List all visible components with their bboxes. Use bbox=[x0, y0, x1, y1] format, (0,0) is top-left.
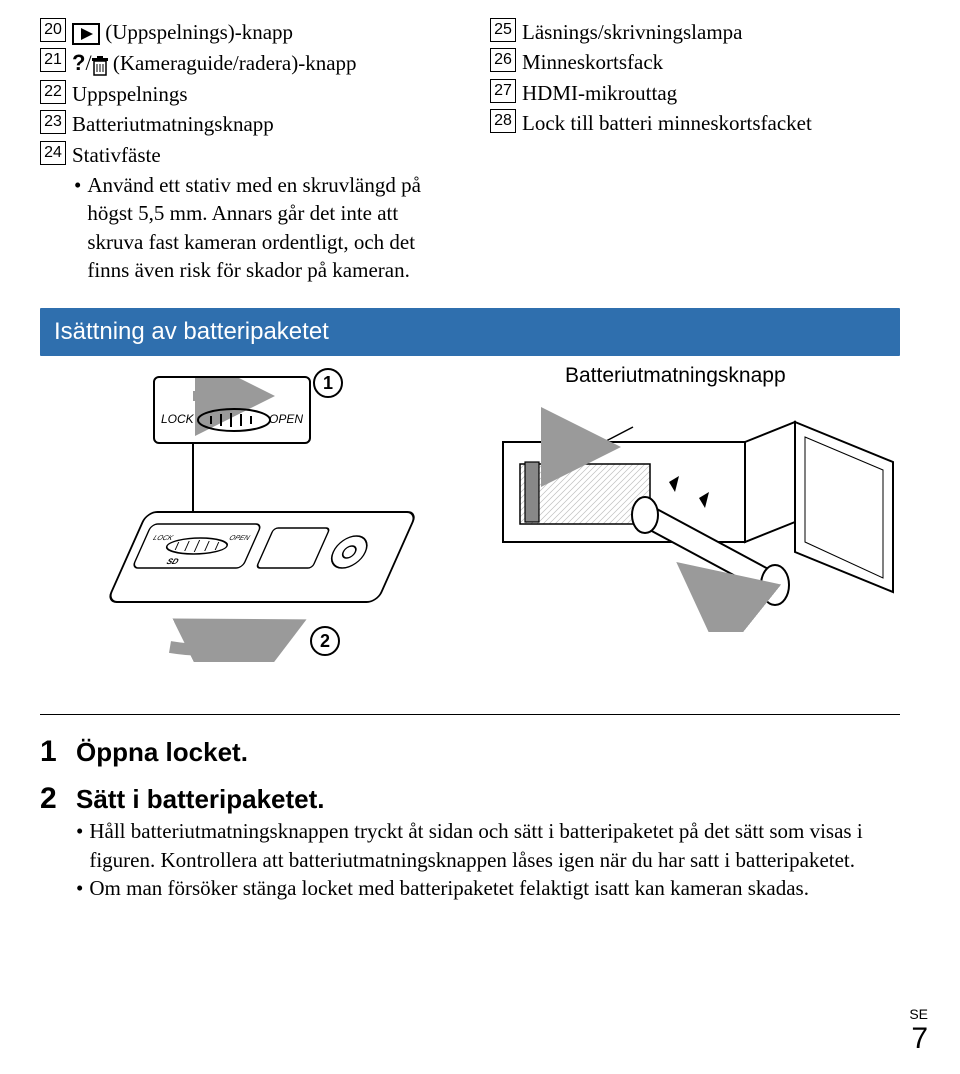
diagram-area: LOCK OPEN 1 LOCK OPEN SD 2 Batteriutmatn… bbox=[40, 364, 900, 674]
lock-open-switch-diagram: LOCK OPEN bbox=[153, 376, 311, 444]
item-number: 22 bbox=[40, 80, 66, 104]
step-heading: Sätt i batteripaketet. bbox=[76, 784, 900, 815]
bullet-dot: • bbox=[74, 171, 81, 284]
step-para: •Om man försöker stänga locket med batte… bbox=[76, 874, 900, 902]
list-item: 21 ?/ (Kameraguide/radera)-knapp bbox=[40, 48, 450, 78]
list-item: 27 HDMI-mikrouttag bbox=[490, 79, 900, 107]
item-text: Lock till batteri minneskortsfacket bbox=[522, 109, 812, 137]
camera-bottom-illustration: LOCK OPEN SD bbox=[80, 492, 440, 662]
item-number: 24 bbox=[40, 141, 66, 165]
item-text: Stativfäste bbox=[72, 141, 161, 169]
battery-insert-diagram: Batteriutmatningsknapp bbox=[495, 364, 905, 637]
section-title: Isättning av batteripaketet bbox=[40, 308, 900, 356]
item-text: Batteriutmatningsknapp bbox=[72, 110, 274, 138]
item-number: 21 bbox=[40, 48, 66, 72]
lock-label: LOCK bbox=[161, 412, 194, 426]
list-item: 24 Stativfäste bbox=[40, 141, 450, 169]
item-text: (Uppspelnings)-knapp bbox=[72, 18, 293, 46]
list-item: 26 Minneskortsfack bbox=[490, 48, 900, 76]
list-item: 23 Batteriutmatningsknapp bbox=[40, 110, 450, 138]
step-marker-1: 1 bbox=[313, 368, 343, 398]
list-item: 25 Läsnings/skrivningslampa bbox=[490, 18, 900, 46]
footer-lang: SE bbox=[909, 1006, 928, 1022]
item-number: 23 bbox=[40, 110, 66, 134]
list-item: 22 Uppspelnings bbox=[40, 80, 450, 108]
page-number: 7 bbox=[909, 1022, 928, 1056]
open-label: OPEN bbox=[269, 412, 303, 426]
page-footer: SE 7 bbox=[909, 1006, 928, 1056]
diagram-label: Batteriutmatningsknapp bbox=[495, 364, 905, 388]
right-column: 25 Läsnings/skrivningslampa 26 Minneskor… bbox=[490, 18, 900, 284]
sub-bullet: • Använd ett stativ med en skruvlängd på… bbox=[74, 171, 450, 284]
item-text: Minneskortsfack bbox=[522, 48, 663, 76]
item-text: ?/ (Kameraguide/radera)-knapp bbox=[72, 48, 357, 78]
item-text: Läsnings/skrivningslampa bbox=[522, 18, 742, 46]
step-para: •Håll batteriutmatningsknappen tryckt åt… bbox=[76, 817, 900, 874]
step-number: 2 bbox=[40, 784, 76, 902]
item-text: Uppspelnings bbox=[72, 80, 188, 108]
parts-list: 20 (Uppspelnings)-knapp 21 ?/ (Kameragui… bbox=[40, 18, 900, 284]
battery-insert-illustration bbox=[495, 392, 905, 632]
left-column: 20 (Uppspelnings)-knapp 21 ?/ (Kameragui… bbox=[40, 18, 450, 284]
list-item: 28 Lock till batteri minneskortsfacket bbox=[490, 109, 900, 137]
item-number: 20 bbox=[40, 18, 66, 42]
play-icon bbox=[72, 23, 100, 45]
item-number: 28 bbox=[490, 109, 516, 133]
step: 1 Öppna locket. bbox=[40, 737, 900, 770]
trash-icon bbox=[92, 56, 108, 76]
item-number: 25 bbox=[490, 18, 516, 42]
question-icon: ? bbox=[72, 50, 85, 75]
item-number: 26 bbox=[490, 48, 516, 72]
item-text: HDMI-mikrouttag bbox=[522, 79, 677, 107]
steps-list: 1 Öppna locket. 2 Sätt i batteripaketet.… bbox=[40, 737, 900, 902]
sub-bullet-text: Använd ett stativ med en skruvlängd på h… bbox=[87, 171, 450, 284]
step-number: 1 bbox=[40, 737, 76, 770]
divider bbox=[40, 714, 900, 715]
item-number: 27 bbox=[490, 79, 516, 103]
step-heading: Öppna locket. bbox=[76, 737, 900, 768]
list-item: 20 (Uppspelnings)-knapp bbox=[40, 18, 450, 46]
step: 2 Sätt i batteripaketet. •Håll batteriut… bbox=[40, 784, 900, 902]
